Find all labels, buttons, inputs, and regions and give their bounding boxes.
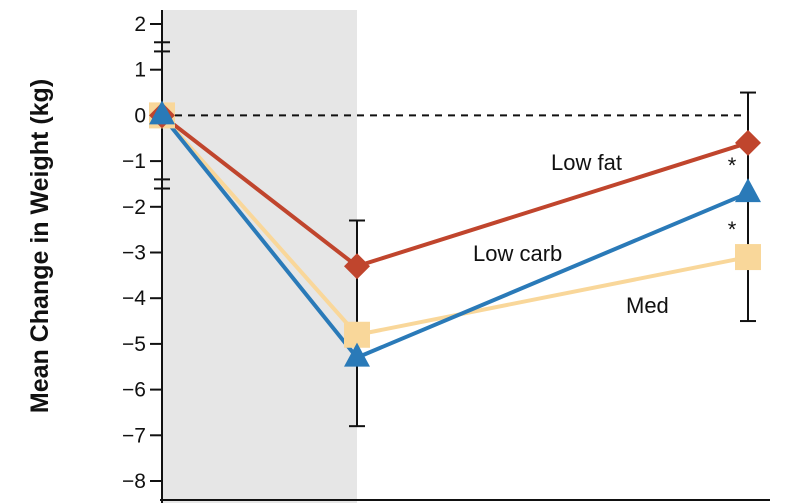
significance-annotations: ** xyxy=(728,153,737,242)
marker-low-carb xyxy=(735,178,761,203)
significance-asterisk: * xyxy=(728,153,737,178)
y-tick-label: 0 xyxy=(134,104,146,127)
y-tick-label: −3 xyxy=(122,242,146,265)
series-label-med: Med xyxy=(626,293,669,318)
marker-low-fat xyxy=(344,253,370,280)
marker-low-fat xyxy=(735,129,761,156)
shaded-region xyxy=(162,10,357,503)
y-axis-label: Mean Change in Weight (kg) xyxy=(26,79,54,413)
series-markers xyxy=(149,100,761,367)
marker-low-carb xyxy=(149,100,175,125)
y-tick-label: −2 xyxy=(122,196,146,219)
y-tick-label: −5 xyxy=(122,333,146,356)
marker-low-carb xyxy=(344,342,370,367)
marker-med xyxy=(735,244,761,271)
y-tick-label: −4 xyxy=(122,287,146,310)
y-tick-label: −8 xyxy=(122,470,146,493)
y-tick-label: −7 xyxy=(122,424,146,447)
series-labels: Low fat Low carb Med xyxy=(473,150,669,318)
y-tick-label: −1 xyxy=(122,150,146,173)
y-tick-label: −6 xyxy=(122,379,146,402)
series-label-low-carb: Low carb xyxy=(473,241,562,266)
y-tick-label: 2 xyxy=(134,13,146,36)
y-ticks: 2 1 0 −1 −2 −3 −4 −5 −6 −7 −8 xyxy=(122,13,162,493)
significance-asterisk: * xyxy=(728,217,737,242)
series-label-low-fat: Low fat xyxy=(551,150,622,175)
y-tick-label: 1 xyxy=(134,59,146,82)
